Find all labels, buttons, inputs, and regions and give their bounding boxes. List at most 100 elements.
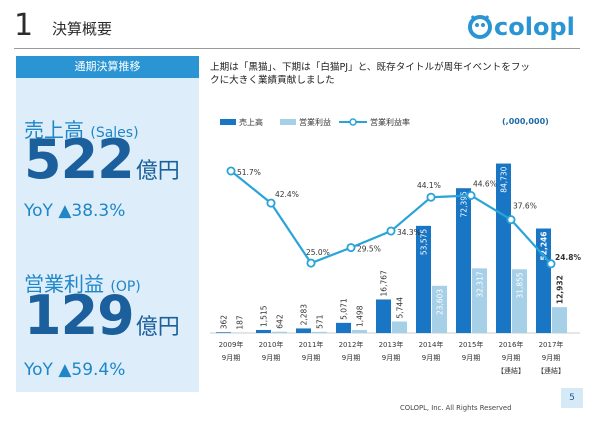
x-tick-label: 【連結】 xyxy=(497,366,525,375)
x-tick-label: 9月期 xyxy=(342,354,360,362)
chart-unit-label: (,000,000) xyxy=(502,117,549,126)
bar-op xyxy=(512,269,527,333)
bar-sales-label: 52,246 xyxy=(540,232,549,261)
colopl-logo: colopl xyxy=(468,13,575,41)
x-tick-label: 9月期 xyxy=(422,354,440,362)
sales-unit: 億円 xyxy=(135,159,180,184)
margin-label: 24.8% xyxy=(555,253,582,262)
page-number: 5 xyxy=(561,388,583,408)
bar-sales xyxy=(496,163,511,333)
op-title-en: (OP) xyxy=(110,279,141,295)
svg-text:colopl: colopl xyxy=(494,13,575,41)
x-tick-label: 2013年 xyxy=(379,340,404,349)
sales-number: 522 xyxy=(24,128,135,191)
bar-op-label: 23,603 xyxy=(436,289,445,315)
x-tick-label: 2012年 xyxy=(339,340,364,349)
x-tick-label: 9月期 xyxy=(302,354,320,362)
sales-value: 522億円 xyxy=(24,128,180,191)
bar-op xyxy=(392,321,407,333)
x-tick-label: 9月期 xyxy=(462,354,480,362)
margin-label: 34.3% xyxy=(397,228,421,237)
margin-label: 25.0% xyxy=(306,248,330,257)
commentary: 上期は「黒猫」、下期は「白猫PJ」と、既存タイトルが周年イベントをフッ クに大き… xyxy=(210,61,580,87)
legend-label-sales: 売上高 xyxy=(239,117,263,127)
bar-sales xyxy=(536,228,551,333)
legend-label-op: 営業利益 xyxy=(299,117,331,127)
bar-op xyxy=(352,330,367,333)
chart-legend: 売上高 営業利益 営業利益率 xyxy=(220,117,410,127)
x-tick-label: 2011年 xyxy=(299,340,324,349)
x-tick-label: 【連結】 xyxy=(537,366,565,375)
copyright: COLOPL, Inc. All Rights Reserved xyxy=(400,404,512,412)
slide-section-number: 1 xyxy=(14,8,34,43)
margin-point xyxy=(466,190,476,200)
op-title-ja: 営業利益 xyxy=(24,272,104,296)
commentary-line-1: 上期は「黒猫」、下期は「白猫PJ」と、既存タイトルが周年イベントをフッ xyxy=(210,62,531,73)
margin-point xyxy=(226,166,236,176)
margin-point xyxy=(426,192,436,202)
margin-label: 44.6% xyxy=(473,179,497,188)
bar-op-label: 187 xyxy=(236,315,245,330)
sales-yoy: YoY ▲38.3% xyxy=(24,201,126,221)
legend-marker-margin xyxy=(349,118,357,126)
x-tick-label: 2009年 xyxy=(219,340,244,349)
x-tick-label: 2010年 xyxy=(259,340,284,349)
margin-point xyxy=(266,198,276,208)
margin-label: 44.1% xyxy=(417,181,441,190)
sales-title: 売上高 (Sales) xyxy=(24,114,139,143)
bar-sales-label: 1,515 xyxy=(260,305,269,327)
bar-op xyxy=(432,285,447,333)
margin-label: 51.7% xyxy=(237,168,261,177)
margin-label: 37.6% xyxy=(513,202,537,211)
bar-op-label: 31,855 xyxy=(516,272,525,298)
bar-sales xyxy=(416,225,431,333)
bar-op-label: 571 xyxy=(316,314,325,329)
op-value: 129億円 xyxy=(24,284,180,347)
summary-panel xyxy=(16,56,199,392)
margin-point xyxy=(346,243,356,253)
financial-chart: 売上高 営業利益 営業利益率 362 187 1,515 642 2,283 571 5,071… xyxy=(210,117,582,375)
bar-op-label: 32,317 xyxy=(476,271,485,297)
sales-title-en: (Sales) xyxy=(90,125,139,141)
bar-op-label: 5,744 xyxy=(396,297,405,319)
chart-margin-line: 51.7% 42.4% 25.0% 29.5% 34.3% 44.1% 44.6% 37.6%… xyxy=(226,166,582,269)
x-tick-label: 2014年 xyxy=(419,340,444,349)
margin-point xyxy=(506,215,516,225)
bar-op xyxy=(552,307,567,333)
chart-bars: 362 187 1,515 642 2,283 571 5,071 1,498 16,767 5,… xyxy=(210,163,580,334)
bar-sales-label: 53,575 xyxy=(420,229,429,255)
margin-point xyxy=(306,258,316,268)
op-unit: 億円 xyxy=(135,315,180,340)
x-tick-label: 2016年 xyxy=(499,340,524,349)
bar-sales-label: 16,767 xyxy=(380,270,389,296)
legend-swatch-op xyxy=(280,119,296,125)
x-tick-label: 9月期 xyxy=(382,354,400,362)
bar-sales xyxy=(336,322,351,333)
commentary-line-2: クに大きく業績貢献しました xyxy=(210,75,335,86)
bar-sales xyxy=(456,188,471,333)
legend-swatch-sales xyxy=(220,119,236,125)
bar-op-label: 642 xyxy=(276,314,285,329)
bar-sales-label: 2,283 xyxy=(300,304,309,326)
op-number: 129 xyxy=(24,284,135,347)
margin-point xyxy=(386,226,396,236)
x-tick-label: 9月期 xyxy=(502,354,520,362)
bar-op-label: 12,932 xyxy=(556,275,565,304)
bar-sales-label: 72,395 xyxy=(460,191,469,217)
bar-sales xyxy=(296,328,311,333)
bar-op xyxy=(472,268,487,333)
bar-sales-label: 5,071 xyxy=(340,298,349,320)
bar-sales-label: 84,730 xyxy=(500,166,509,192)
x-tick-label: 2015年 xyxy=(459,340,484,349)
panel-header: 通期決算推移 xyxy=(16,56,199,78)
bar-sales-label: 362 xyxy=(220,315,229,330)
op-yoy: YoY ▲59.4% xyxy=(24,360,126,380)
page-title: 決算概要 xyxy=(52,20,113,38)
bar-op xyxy=(272,331,287,333)
op-title: 営業利益 (OP) xyxy=(24,268,141,297)
x-tick-label: 9月期 xyxy=(222,354,240,362)
bar-op-label: 1,498 xyxy=(356,305,365,327)
x-tick-label: 2017年 xyxy=(539,340,564,349)
margin-label: 29.5% xyxy=(357,245,381,254)
sales-title-ja: 売上高 xyxy=(24,118,84,142)
